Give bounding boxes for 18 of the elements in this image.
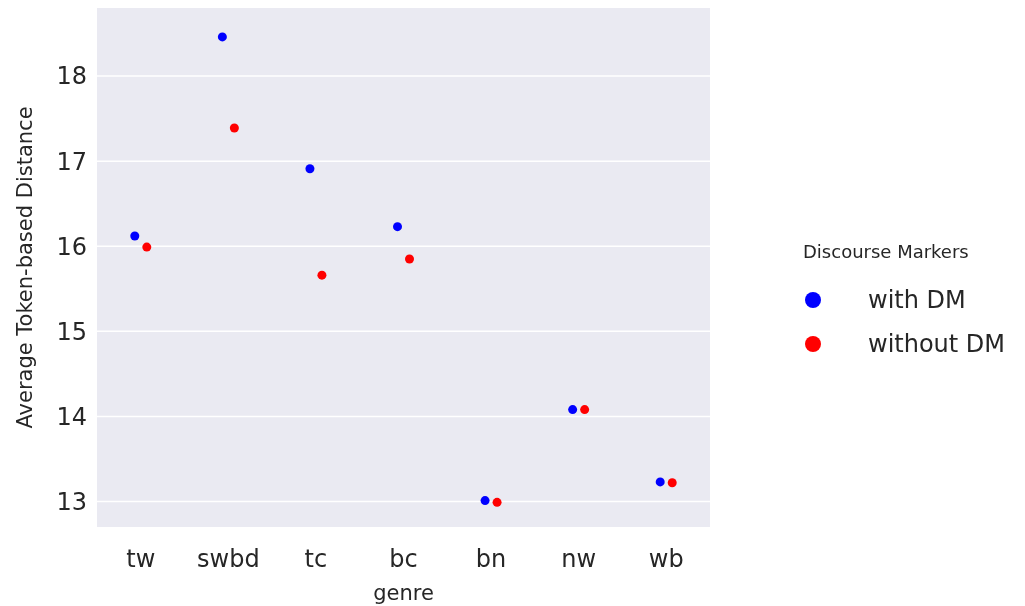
- y-tick-label: 16: [56, 232, 87, 261]
- x-tick-label: tw: [126, 545, 156, 573]
- y-tick-label: 18: [56, 62, 87, 91]
- x-tick-label: nw: [561, 545, 597, 573]
- y-tick-label: 17: [56, 147, 87, 176]
- x-tick-label: tc: [304, 545, 328, 573]
- legend-label: with DM: [868, 286, 966, 315]
- x-tick-label: bc: [389, 545, 418, 573]
- y-tick-label: 13: [56, 487, 87, 516]
- y-tick-label: 14: [56, 402, 87, 431]
- x-axis-title: genre: [373, 581, 434, 605]
- legend-label: without DM: [868, 330, 1006, 359]
- y-tick-label: 15: [56, 317, 87, 346]
- x-tick-label: swbd: [197, 545, 260, 573]
- x-tick-label: wb: [648, 545, 684, 573]
- x-tick-label: bn: [475, 545, 507, 573]
- legend-title: Discourse Markers: [803, 241, 969, 262]
- y-axis-title: Average Token-based Distance: [13, 106, 37, 429]
